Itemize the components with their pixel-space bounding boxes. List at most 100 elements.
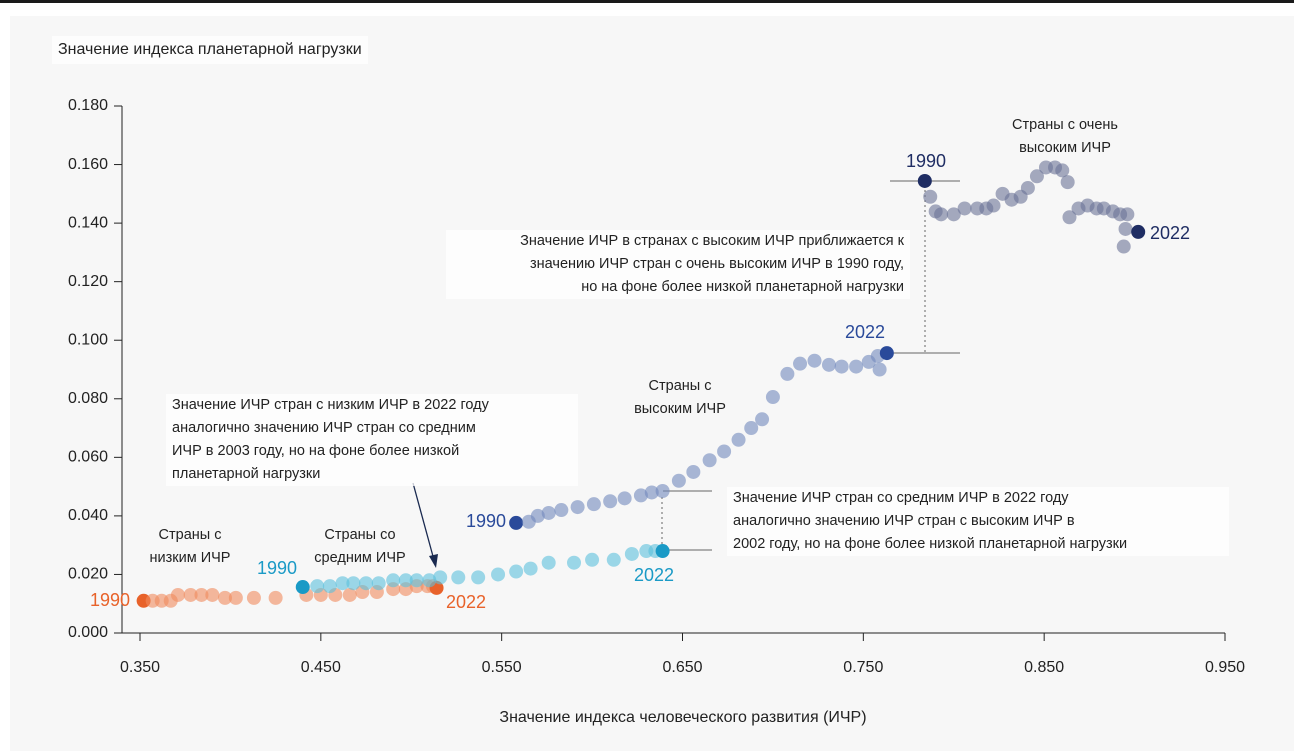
point [585,552,600,567]
series-name: Страны с низким ИЧР [149,527,231,566]
point [217,590,232,605]
annotation: Значение ИЧР стран со средним ИЧР в 2022… [727,487,1229,556]
point [183,587,198,602]
x-tick-label: 0.650 [662,659,702,676]
point [398,573,413,588]
point [422,573,437,588]
point [342,587,357,602]
point [554,503,569,518]
annotation: Значение ИЧР в странах с высоким ИЧР при… [446,230,910,299]
x-axis-label: Значение индекса человеческого развития … [499,709,867,726]
y-tick-label: 0.160 [68,156,108,173]
point [570,500,585,515]
point [471,570,486,585]
point [346,576,361,591]
point [509,515,524,530]
point [586,497,601,512]
point [617,491,632,506]
x-tick-label: 0.850 [1024,659,1064,676]
series-start-label: 1990 [257,558,297,578]
x-tick-label: 0.750 [843,659,883,676]
point [917,173,932,188]
point [1029,169,1044,184]
series-name: Страны с высоким ИЧР [634,378,726,417]
point [433,570,448,585]
x-tick-label: 0.550 [482,659,522,676]
point [671,473,686,488]
point [371,576,386,591]
point [686,464,701,479]
point [322,579,337,594]
point [509,564,524,579]
point [606,552,621,567]
top-rule [0,0,1294,3]
series-end-label: 2022 [634,565,674,585]
y-tick-label: 0.020 [68,566,108,583]
point [1060,175,1075,190]
point [655,484,670,499]
x-tick-label: 0.350 [120,659,160,676]
point [821,357,836,372]
point [633,488,648,503]
point [644,485,659,500]
point [1062,210,1077,225]
point [541,555,556,570]
point [957,201,972,216]
point [731,432,746,447]
series-end-label: 2022 [1150,223,1190,243]
point [744,421,759,436]
annotation: Значение ИЧР стран с низким ИЧР в 2022 г… [166,394,578,486]
point [624,546,639,561]
point [934,207,949,222]
point [205,587,220,602]
point [1118,221,1133,236]
point [170,587,185,602]
point [655,544,670,559]
point [567,555,581,570]
point [755,412,770,427]
x-tick-label: 0.450 [301,659,341,676]
point [1020,180,1035,195]
series-name: Страны со средним ИЧР [314,527,406,566]
point [310,579,325,594]
point [702,453,717,468]
point [923,189,938,204]
point [793,356,808,371]
point [872,362,887,377]
chart-title: Значение индекса планетарной нагрузки [52,36,368,64]
point [386,573,401,588]
panel [10,16,1294,751]
point [717,444,732,459]
point [523,561,538,576]
point [194,587,209,602]
point [1055,163,1070,178]
series-end-label: 2022 [845,322,885,342]
x-tick-label: 0.950 [1205,659,1245,676]
point [1116,239,1131,254]
point [491,567,506,582]
point [228,590,243,605]
point [541,505,556,520]
point [780,366,795,381]
y-tick-label: 0.180 [68,97,108,114]
point [359,576,374,591]
point [765,390,780,405]
point [409,573,424,588]
series-start-label: 1990 [466,511,506,531]
series-name: Страны с очень высоким ИЧР [1012,117,1118,156]
y-tick-label: 0.140 [68,214,108,231]
point [807,353,822,368]
point [986,198,1001,213]
point [335,576,350,591]
point [268,590,283,605]
point [295,580,310,595]
point [530,508,545,523]
series-start-label: 1990 [906,151,946,171]
series-end-label: 2022 [446,592,486,612]
point [834,359,849,374]
y-tick-label: 0.080 [68,390,108,407]
point [451,570,466,585]
point [849,359,864,374]
